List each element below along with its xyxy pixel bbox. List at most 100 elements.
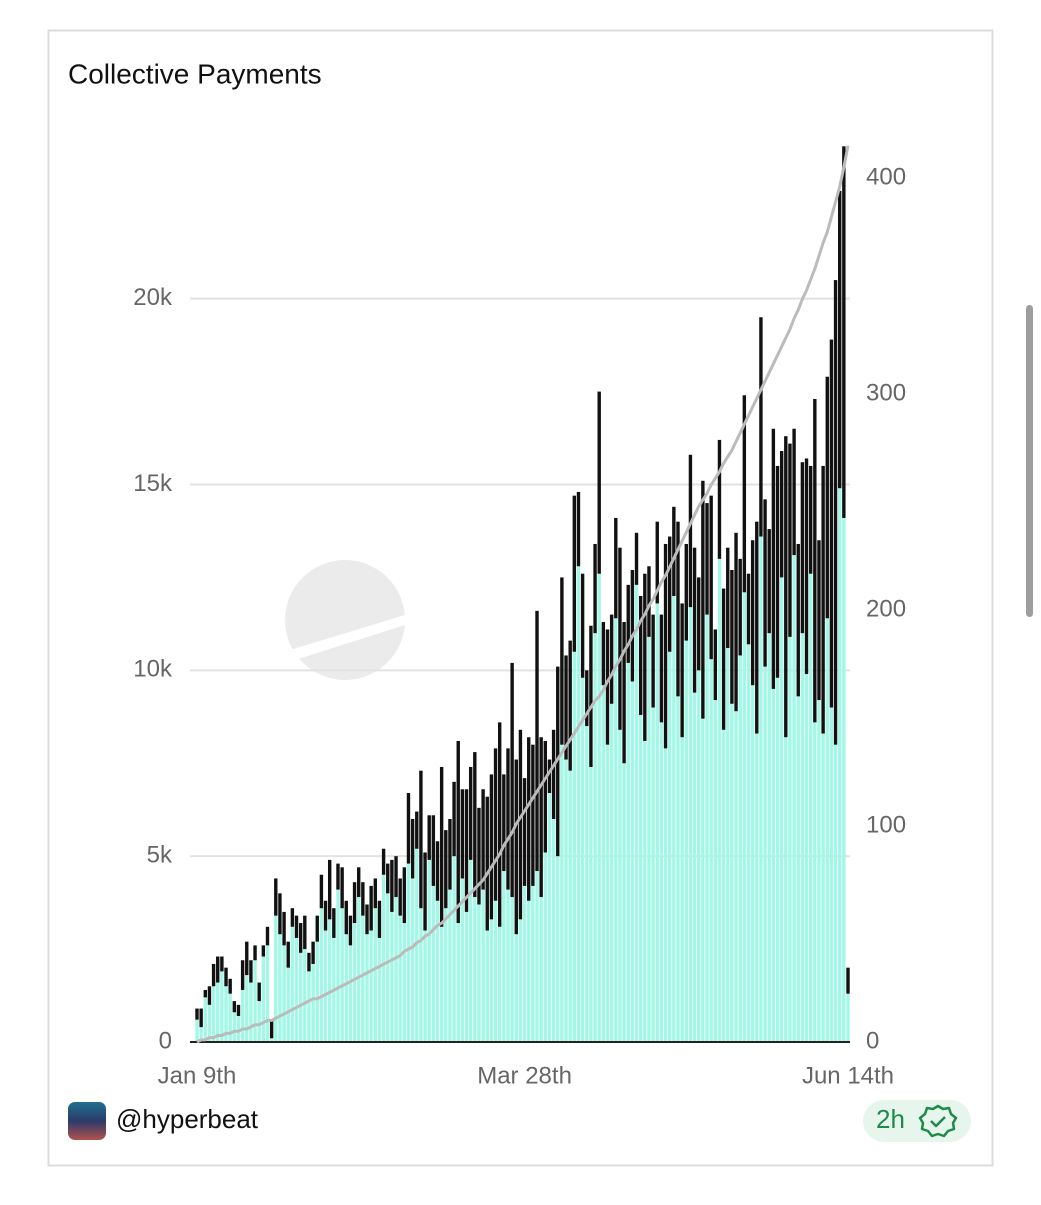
bar-segment [572, 495, 577, 652]
bar-segment [638, 596, 643, 715]
bar-segment [833, 280, 838, 745]
bar-segment [580, 677, 585, 1042]
bar-segment [713, 700, 718, 1042]
bar-segment [257, 1001, 261, 1042]
bar-segment [713, 629, 718, 701]
bar-segment [207, 1004, 212, 1042]
bar-segment [726, 547, 730, 649]
y2-tick-label: 200 [866, 595, 906, 622]
bar-segment [444, 908, 448, 1042]
bar-segment [527, 900, 531, 1042]
bar-segment [344, 900, 348, 935]
bar-segment [593, 543, 597, 634]
bar-segment [576, 491, 581, 567]
bar-segment [216, 956, 220, 983]
bar-segment [659, 614, 664, 723]
bar-segment [448, 889, 452, 1042]
bar-segment [825, 618, 829, 1042]
bar-segment [684, 543, 688, 641]
bar-segment [564, 655, 568, 760]
bar-segment [406, 863, 411, 1042]
bar-segment [605, 629, 610, 745]
bar-segment [502, 774, 506, 872]
bar-segment [439, 766, 444, 927]
bar-segment [775, 465, 780, 678]
bar-segment [846, 967, 850, 994]
bar-segment [734, 532, 738, 712]
bar-segment [265, 945, 270, 1042]
bar-segment [390, 859, 394, 912]
bar-segment [738, 655, 742, 1042]
bar-segment [808, 573, 813, 1042]
bar-segment [825, 376, 829, 619]
bar-segment [788, 636, 792, 1042]
bar-segment [286, 941, 290, 968]
bar-segment [444, 830, 448, 909]
bar-segment [614, 517, 618, 619]
bar-segment [771, 688, 776, 1042]
bar-segment [327, 859, 332, 920]
bar-segment [249, 960, 253, 983]
bar-segment [224, 967, 228, 987]
bar-segment [373, 908, 377, 1042]
bar-segment [705, 503, 709, 615]
bar-segment [697, 577, 701, 671]
bar-segment [220, 971, 224, 1042]
bar-segment [497, 722, 502, 927]
bar-segment [386, 863, 390, 894]
bar-segment [327, 919, 332, 1042]
bar-segment [336, 889, 340, 1042]
badge[interactable] [863, 1100, 971, 1142]
bar-segment [207, 986, 212, 1005]
bar-segment [269, 1038, 274, 1042]
bar-segment [228, 993, 232, 1042]
bar-segment [734, 711, 738, 1042]
bar-segment [821, 465, 825, 734]
bar-segment [746, 644, 751, 1042]
bar-segment [489, 919, 494, 1042]
bar-segment [701, 718, 705, 1042]
y2-tick-label: 100 [866, 811, 906, 838]
bar-segment [203, 989, 207, 998]
bar-segment [211, 986, 216, 1042]
bar-segment [601, 622, 606, 686]
bar-segment [634, 584, 639, 1042]
bar-segment [792, 555, 796, 1042]
bar-segment [294, 915, 299, 938]
bar-segment [381, 848, 386, 875]
bar-segment [240, 989, 245, 1042]
bar-segment [539, 737, 543, 898]
bar-segment [195, 1008, 199, 1020]
bar-segment [597, 391, 601, 574]
bar-segment [514, 759, 518, 935]
bar-segment [406, 792, 411, 864]
bar-segment [261, 945, 266, 957]
bar-segment [456, 740, 460, 924]
y-tick-label: 5k [147, 842, 173, 869]
bar-segment [307, 971, 311, 1042]
bar-segment [614, 618, 618, 1042]
bar-segment [846, 993, 850, 1042]
x-tick-label: Mar 28th [477, 1062, 572, 1089]
bar-segment [315, 941, 319, 1042]
scrollbar[interactable] [1026, 305, 1033, 617]
bar-segment [423, 930, 427, 1042]
bar-segment [344, 934, 348, 1042]
bar-segment [746, 573, 751, 645]
y2-tick-label: 0 [866, 1027, 879, 1054]
bar-segment [419, 770, 423, 909]
bar-segment [261, 956, 266, 1042]
bar-segment [842, 146, 846, 518]
bar-segment [232, 1012, 237, 1042]
handle[interactable]: @hyperbeat [116, 1104, 259, 1134]
bar-segment [688, 454, 693, 608]
bar-segment [551, 819, 556, 1042]
bar-segment [680, 603, 684, 738]
bar-segment [755, 733, 759, 1042]
bar-segment [348, 915, 353, 946]
bar-segment [804, 458, 809, 675]
bar-segment [838, 488, 842, 1042]
chart-title: Collective Payments [68, 58, 322, 89]
bar-segment [643, 573, 647, 741]
bar-segment [655, 521, 659, 604]
